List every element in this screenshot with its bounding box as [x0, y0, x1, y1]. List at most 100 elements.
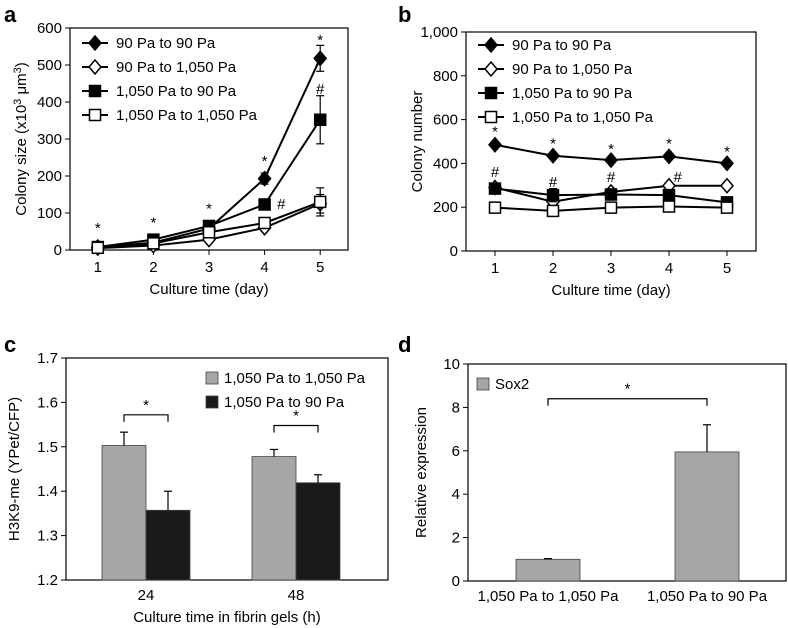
significance-marker: *	[492, 124, 498, 141]
series-square-open	[488, 200, 734, 218]
y-axis-label-part: )	[13, 62, 30, 67]
y-tick-label: 400	[37, 94, 62, 111]
y-tick-label: 1.6	[37, 394, 58, 411]
legend-swatch	[476, 377, 490, 391]
significance-marker: *	[724, 143, 730, 160]
legend-marker	[88, 108, 102, 122]
y-tick-label: 200	[37, 168, 62, 185]
x-tick-label: 1	[491, 260, 499, 277]
plot-frame	[65, 357, 389, 581]
legend-label: 90 Pa to 90 Pa	[512, 37, 612, 54]
significance-bracket	[273, 424, 319, 433]
y-tick-label: 600	[37, 20, 62, 37]
y-tick-label: 800	[433, 68, 458, 85]
x-axis-label: Culture time in fibrin gels (h)	[133, 609, 321, 626]
y-tick-label: 200	[433, 199, 458, 216]
significance-marker: *	[550, 136, 556, 153]
chart-c-h3k9me: 1.2 1.3 1.4 1.5 1.6 1.7 H3K9-me (YPet/CFP) Cult…	[6, 350, 389, 626]
y-tick-label: 8	[452, 399, 460, 416]
y-tick-label: 0	[450, 243, 458, 260]
x-tick-label: 5	[723, 260, 731, 277]
bar	[515, 558, 581, 582]
significance-marker: *	[666, 136, 672, 153]
data-point	[313, 113, 327, 127]
significance-bracket	[547, 398, 708, 406]
significance-marker: #	[316, 81, 325, 98]
significance-marker: #	[491, 164, 500, 181]
data-point	[258, 216, 271, 230]
x-tick-label: 48	[288, 587, 305, 604]
y-axis-label-part: Colony size (x10	[13, 105, 30, 216]
x-tick-label: 5	[316, 259, 324, 276]
significance-bracket	[123, 414, 169, 422]
y-axis-label-part: μm	[13, 73, 30, 98]
legend-swatch	[205, 395, 219, 409]
y-tick-label: 4	[452, 486, 460, 503]
x-tick-label: 1,050 Pa to 1,050 Pa	[478, 588, 620, 605]
legend-marker	[484, 110, 498, 124]
x-tick-label: 2	[149, 259, 157, 276]
series-square-open	[91, 187, 327, 255]
x-tick-label: 24	[138, 587, 155, 604]
legend-label: 1,050 Pa to 1,050 Pa	[224, 370, 366, 387]
y-tick-label: 500	[37, 57, 62, 74]
bar	[101, 445, 147, 581]
y-tick-label: 1.7	[37, 350, 58, 367]
legend-marker	[88, 58, 102, 76]
data-point	[488, 136, 502, 153]
significance-marker: *	[625, 381, 631, 398]
x-tick-label: 3	[205, 259, 213, 276]
significance-marker: *	[608, 141, 614, 158]
data-point	[546, 204, 560, 218]
chart-b-colony-number: 0 200 400 600 800 1,000 1 2 3 4 5 Culture time (day…	[409, 24, 757, 299]
y-tick-label: 1.3	[37, 528, 58, 545]
data-point	[720, 177, 734, 194]
plot-frame	[467, 363, 787, 582]
y-tick-label: 100	[37, 205, 62, 222]
panel-label-d: d	[398, 332, 411, 357]
x-tick-label: 1	[94, 259, 102, 276]
significance-marker: #	[549, 174, 558, 191]
data-point	[91, 241, 105, 255]
data-point	[720, 201, 734, 214]
chart-d-sox2-expression: 0 2 4 6 8 10 Relative expression 1,050 Pa to 1,…	[413, 356, 787, 605]
y-axis-label: H3K9-me (YPet/CFP)	[6, 397, 23, 541]
y-tick-label: 1.5	[37, 439, 58, 456]
data-point	[604, 188, 618, 201]
significance-marker: *	[206, 201, 212, 218]
series-diamond-filled	[488, 136, 734, 172]
data-point	[257, 170, 272, 187]
y-tick-label: 600	[433, 112, 458, 129]
bar	[295, 482, 341, 581]
significance-marker: #	[607, 169, 616, 186]
bar	[674, 451, 740, 582]
legend-label: 90 Pa to 90 Pa	[116, 35, 216, 52]
legend-label: 90 Pa to 1,050 Pa	[512, 61, 633, 78]
data-point	[546, 147, 560, 164]
data-point	[258, 198, 271, 211]
legend-marker	[88, 84, 102, 98]
y-tick-label: 0	[54, 242, 62, 259]
y-tick-label: 400	[433, 155, 458, 172]
legend-marker	[88, 34, 102, 52]
data-point	[488, 182, 502, 195]
data-point	[604, 201, 618, 214]
y-tick-label: 1.4	[37, 483, 58, 500]
y-axis-label-part: 3	[12, 67, 24, 73]
y-tick-label: 0	[452, 573, 460, 590]
legend-marker	[484, 36, 498, 54]
x-tick-label: 2	[549, 260, 557, 277]
x-tick-label: 4	[260, 259, 268, 276]
legend-label: 1,050 Pa to 90 Pa	[512, 85, 633, 102]
legend-label: 90 Pa to 1,050 Pa	[116, 59, 237, 76]
legend-label: 1,050 Pa to 1,050 Pa	[116, 107, 258, 124]
significance-marker: *	[150, 214, 156, 231]
legend-label: 1,050 Pa to 90 Pa	[116, 83, 237, 100]
y-axis-label: Colony size (x103 μm3)	[12, 62, 30, 215]
x-tick-label: 3	[607, 260, 615, 277]
legend-marker	[484, 86, 498, 100]
bar	[251, 456, 297, 581]
significance-marker: *	[262, 153, 268, 170]
data-point	[202, 225, 216, 239]
